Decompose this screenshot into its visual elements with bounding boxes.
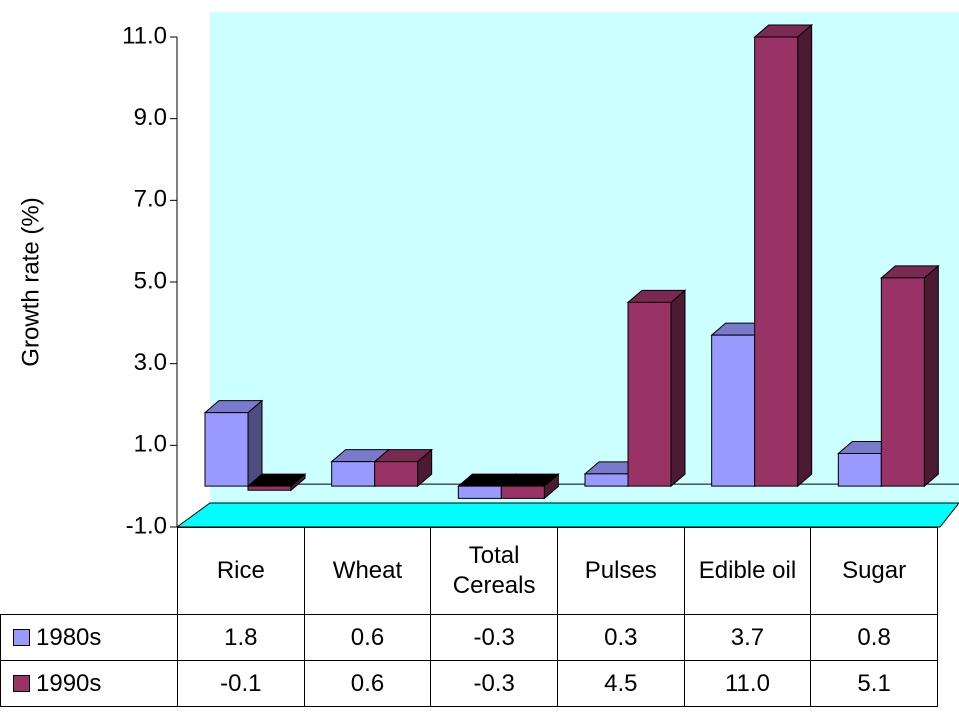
series-row: 1980s 1.8 0.6 -0.3 0.3 3.7 0.8 bbox=[0, 614, 938, 661]
bar bbox=[203, 399, 264, 488]
corner bbox=[1, 528, 178, 615]
value-label: 0.8 bbox=[810, 614, 938, 661]
y-tick-label: -1.0 bbox=[126, 512, 167, 539]
y-tick-label: 3.0 bbox=[134, 349, 167, 376]
bar-front bbox=[627, 301, 672, 487]
back-wall bbox=[210, 12, 959, 503]
legend-swatch bbox=[13, 674, 30, 692]
floor bbox=[175, 502, 959, 528]
category-label: Wheat bbox=[303, 527, 432, 615]
bar-front bbox=[754, 36, 799, 487]
y-tick-label: 5.0 bbox=[134, 267, 167, 294]
value-label: 5.1 bbox=[810, 660, 938, 707]
legend-label: 1980s bbox=[36, 623, 102, 651]
legend-entry: 1980s bbox=[0, 614, 178, 661]
bar-side bbox=[247, 399, 263, 488]
category-label: Total Cereals bbox=[430, 527, 558, 615]
y-axis-label: Growth rate (%) bbox=[17, 197, 44, 366]
y-tick-label: 1.0 bbox=[134, 431, 167, 458]
category-label: Edible oil bbox=[683, 527, 812, 615]
value-label: 3.7 bbox=[683, 614, 812, 661]
bar bbox=[246, 473, 307, 492]
bar bbox=[879, 264, 940, 488]
bar bbox=[753, 23, 814, 488]
category-label: Rice bbox=[177, 527, 305, 615]
bar-front bbox=[457, 485, 502, 499]
bar-front bbox=[374, 461, 419, 487]
bar-side bbox=[670, 289, 686, 488]
data-table: Rice Wheat Total Cereals Pulses Edible oil Su… bbox=[0, 527, 938, 707]
value-label: -0.3 bbox=[430, 660, 558, 707]
value-label: 0.3 bbox=[556, 614, 685, 661]
value-label: 0.6 bbox=[303, 660, 432, 707]
value-label: 11.0 bbox=[683, 660, 812, 707]
header-row: Rice Wheat Total Cereals Pulses Edible oil Su… bbox=[1, 527, 938, 615]
bar-front bbox=[331, 461, 376, 487]
bar-front bbox=[880, 277, 925, 487]
bar-front bbox=[247, 485, 292, 491]
y-tick-label: 7.0 bbox=[134, 186, 167, 213]
legend-label: 1990s bbox=[36, 669, 102, 697]
value-label: 0.6 bbox=[303, 614, 432, 661]
bar-front bbox=[711, 334, 756, 487]
bar-front bbox=[837, 453, 882, 487]
bar-side bbox=[797, 23, 813, 488]
y-tick-label: 9.0 bbox=[134, 104, 167, 131]
bar bbox=[499, 473, 560, 500]
category-label: Pulses bbox=[556, 527, 685, 615]
bar-front bbox=[500, 485, 545, 499]
category-label: Sugar bbox=[810, 527, 938, 615]
bar-front bbox=[584, 473, 629, 487]
legend-swatch bbox=[13, 628, 30, 646]
bar-side bbox=[923, 264, 939, 488]
value-label: -0.1 bbox=[177, 660, 305, 707]
bar bbox=[373, 448, 434, 488]
y-tick-label: 11.0 bbox=[122, 22, 167, 49]
legend-entry: 1990s bbox=[0, 660, 178, 707]
series-row: 1990s -0.1 0.6 -0.3 4.5 11.0 5.1 bbox=[0, 660, 938, 707]
value-label: 1.8 bbox=[177, 614, 305, 661]
bar bbox=[626, 289, 687, 488]
value-label: -0.3 bbox=[430, 614, 558, 661]
bar-front bbox=[204, 412, 249, 487]
value-label: 4.5 bbox=[556, 660, 685, 707]
